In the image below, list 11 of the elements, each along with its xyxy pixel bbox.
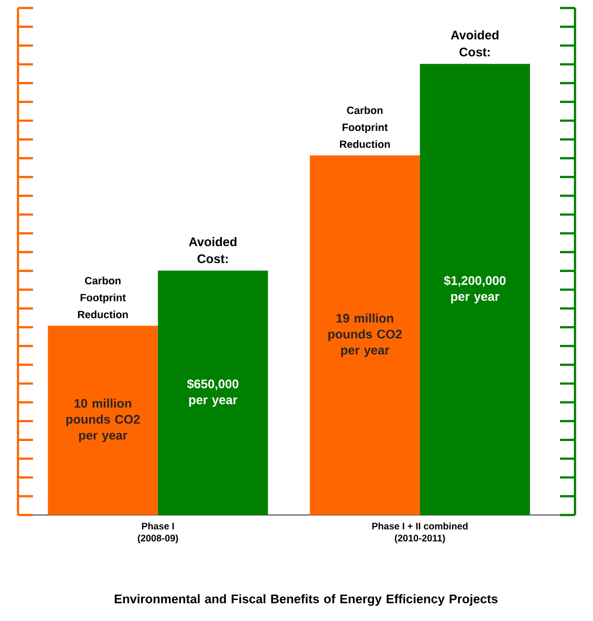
data-label: $1,200,000 per year — [444, 276, 506, 304]
text: Carbon Footprint Reduction — [78, 276, 128, 318]
series-label: Avoided Cost: — [450, 30, 498, 56]
text: Environmental and Fiscal Benefits of Energy Efficiency Projects — [114, 594, 498, 606]
data-label: 10 million pounds CO2 per year — [66, 398, 140, 442]
x-tick-label: Phase I (2008-09) — [138, 522, 178, 544]
text: Avoided Cost: — [188, 237, 236, 264]
x-tick-label: Phase I + II combined (2010-2011) — [372, 522, 468, 544]
data-label: 19 million pounds CO2 per year — [328, 313, 402, 357]
series-label: Carbon Footprint Reduction — [340, 106, 390, 148]
data-label: $650,000 per year — [187, 378, 238, 407]
